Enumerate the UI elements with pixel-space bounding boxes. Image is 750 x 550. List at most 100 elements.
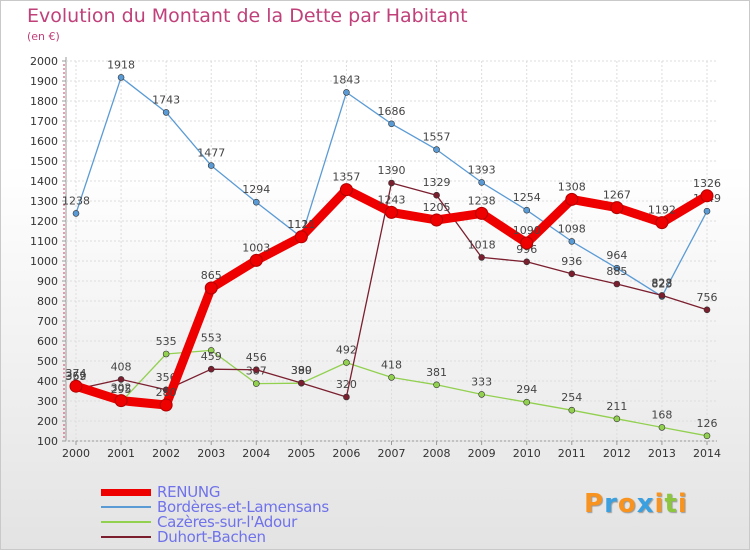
- data-label: 418: [381, 358, 402, 371]
- data-point: [207, 347, 215, 354]
- y-tick-label: 100: [37, 435, 58, 448]
- data-point: [613, 415, 621, 423]
- data-point: [565, 192, 579, 206]
- data-label: 823: [651, 277, 672, 290]
- y-tick-label: 1000: [30, 255, 58, 268]
- data-point: [433, 146, 440, 153]
- chart-title: Evolution du Montant de la Dette par Hab…: [27, 5, 468, 27]
- data-label: 1393: [468, 163, 496, 176]
- data-point: [475, 206, 489, 220]
- data-point: [478, 179, 485, 186]
- data-label: 1326: [693, 177, 721, 190]
- data-point: [655, 216, 669, 230]
- x-tick-label: 2008: [423, 447, 451, 460]
- y-tick-label: 1900: [30, 75, 58, 88]
- legend-swatch: [101, 521, 151, 523]
- data-label: 390: [291, 364, 312, 377]
- data-point: [478, 391, 485, 398]
- y-tick-label: 1700: [30, 115, 58, 128]
- legend-label: Bordères-et-Lamensans: [157, 498, 329, 516]
- data-label: 1918: [107, 58, 135, 71]
- data-label: 1267: [603, 189, 631, 202]
- y-tick-label: 1800: [30, 95, 58, 108]
- data-label: 1390: [378, 164, 406, 177]
- legend-label: RENUNG: [157, 483, 221, 501]
- y-tick-label: 300: [37, 395, 58, 408]
- y-tick-label: 200: [37, 415, 58, 428]
- y-tick-label: 700: [37, 315, 58, 328]
- data-point: [385, 205, 398, 219]
- data-label: 1329: [423, 176, 451, 189]
- data-point: [478, 254, 485, 261]
- data-label: 828: [651, 276, 672, 289]
- data-point: [343, 393, 350, 401]
- data-point: [69, 379, 83, 393]
- data-label: 1192: [648, 204, 676, 217]
- data-point: [114, 394, 128, 408]
- data-point: [658, 292, 666, 299]
- data-point: [162, 350, 170, 358]
- data-point: [252, 366, 260, 374]
- data-point: [568, 238, 576, 245]
- data-label: 1557: [423, 131, 451, 144]
- data-point: [117, 376, 125, 383]
- data-point: [523, 398, 531, 406]
- data-point: [433, 191, 440, 199]
- data-point: [613, 280, 621, 288]
- data-label: 168: [651, 408, 672, 421]
- data-point: [388, 120, 395, 128]
- data-label: 359: [66, 370, 87, 383]
- x-tick-label: 2007: [378, 447, 406, 460]
- y-tick-label: 1300: [30, 195, 58, 208]
- data-label: 1003: [242, 241, 270, 254]
- data-label: 459: [201, 350, 222, 363]
- data-label: 964: [606, 249, 627, 262]
- data-point: [523, 206, 531, 214]
- data-label: 320: [336, 378, 357, 391]
- y-tick-label: 1400: [30, 175, 58, 188]
- data-label: 492: [336, 344, 357, 357]
- data-point: [388, 179, 395, 187]
- data-point: [162, 109, 170, 116]
- data-label: 1357: [332, 171, 360, 184]
- legend-swatch: [101, 536, 151, 538]
- y-tick-label: 800: [37, 295, 58, 308]
- data-point: [703, 432, 711, 440]
- data-point: [207, 365, 215, 373]
- x-tick-label: 2006: [332, 447, 360, 460]
- data-point: [159, 398, 173, 412]
- y-tick-label: 1500: [30, 155, 58, 168]
- data-label: 1308: [558, 180, 586, 193]
- data-label: 374: [66, 367, 87, 380]
- data-point: [72, 210, 80, 217]
- x-tick-label: 2010: [513, 447, 541, 460]
- data-label: 456: [246, 351, 267, 364]
- data-label: 1238: [468, 194, 496, 207]
- data-point: [523, 258, 531, 266]
- data-label: 381: [426, 366, 447, 379]
- y-tick-label: 1100: [30, 235, 58, 248]
- data-point: [117, 74, 125, 81]
- y-tick-label: 400: [37, 375, 58, 388]
- chart-subtitle: (en €): [27, 30, 60, 43]
- legend-label: Duhort-Bachen: [157, 528, 266, 546]
- data-label: 294: [516, 383, 537, 396]
- y-tick-label: 500: [37, 355, 58, 368]
- data-label: 302: [111, 382, 132, 395]
- data-point: [207, 162, 215, 169]
- data-point: [568, 406, 576, 414]
- legend-label: Cazères-sur-l'Adour: [157, 513, 297, 531]
- data-label: 280: [156, 386, 177, 399]
- x-tick-label: 2009: [468, 447, 496, 460]
- legend-swatch: [101, 506, 151, 508]
- y-tick-label: 900: [37, 275, 58, 288]
- data-point: [610, 201, 624, 215]
- data-point: [388, 374, 395, 381]
- x-tick-label: 2002: [152, 447, 180, 460]
- x-tick-label: 2003: [197, 447, 225, 460]
- data-point: [343, 89, 350, 96]
- legend-swatch: [101, 489, 151, 496]
- data-label: 535: [156, 335, 177, 348]
